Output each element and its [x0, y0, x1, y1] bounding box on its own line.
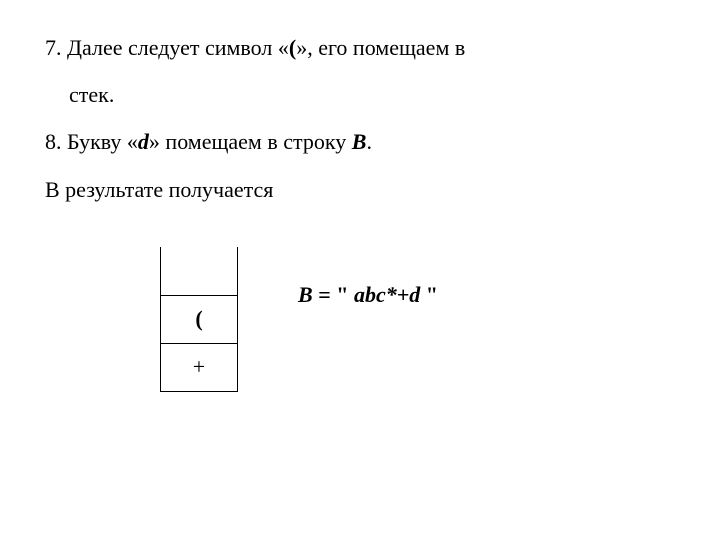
stack-cell-1: ( [161, 295, 237, 343]
equation: B = " abc*+d " [298, 247, 438, 308]
paragraph-7: 7. Далее следует символ «(», его помещае… [45, 30, 675, 65]
equation-expr: abc*+d [354, 282, 420, 307]
para8-text-1: 8. Букву « [45, 129, 138, 154]
equation-eq: = [313, 282, 337, 307]
stack-cell-2-value: + [193, 354, 205, 380]
para8-B: B [352, 129, 367, 154]
equation-B: B [298, 282, 313, 307]
stack-container: ( + [160, 247, 238, 392]
paragraph-result: В результате получается [45, 172, 675, 207]
para8-d: d [138, 129, 149, 154]
content-row: ( + B = " abc*+d " [45, 247, 675, 392]
equation-q1: " [336, 282, 354, 307]
para-result-text: В результате получается [45, 177, 273, 202]
paragraph-7-line2: стек. [45, 77, 675, 112]
para7-text-2: », его помещаем в [296, 35, 465, 60]
paragraph-8: 8. Букву «d» помещаем в строку B. [45, 124, 675, 159]
stack-cell-2: + [161, 343, 237, 391]
para7-line2-text: стек. [69, 82, 114, 107]
stack-diagram: ( + [160, 247, 238, 392]
equation-q2: " [420, 282, 438, 307]
para8-text-3: . [366, 129, 372, 154]
para7-text-1: 7. Далее следует символ « [45, 35, 289, 60]
stack-cell-0 [161, 247, 237, 295]
stack-cell-1-value: ( [195, 306, 202, 332]
para8-text-2: » помещаем в строку [149, 129, 352, 154]
